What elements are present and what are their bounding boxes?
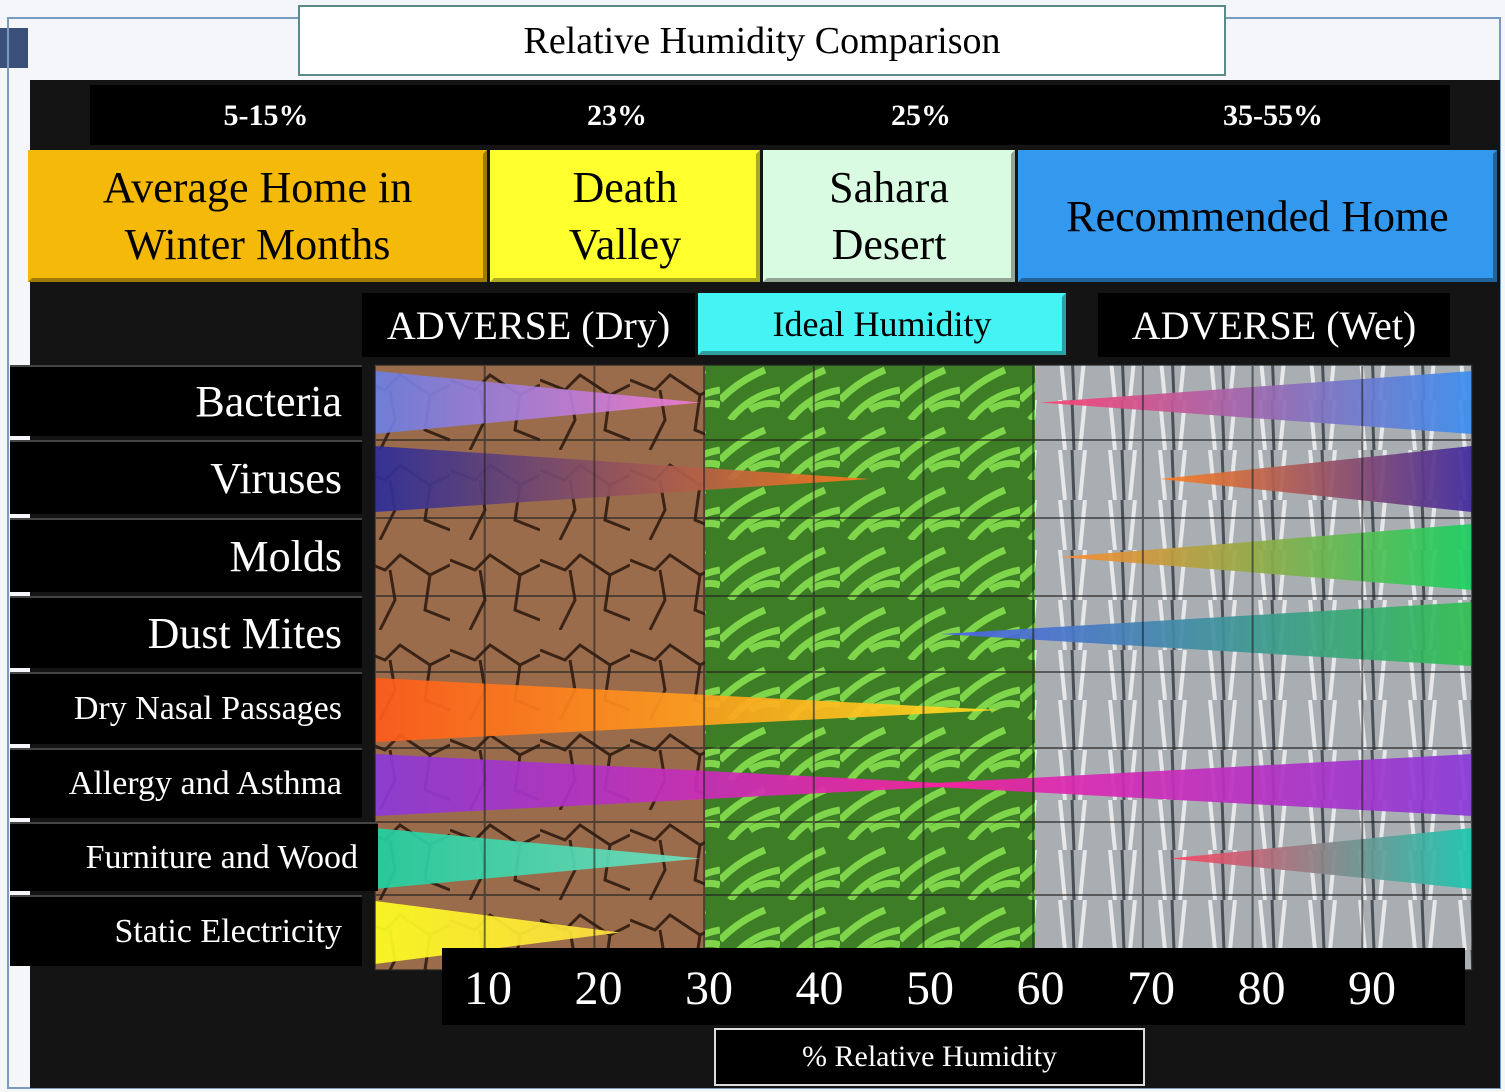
- wedge: [375, 371, 700, 434]
- wedge: [1170, 828, 1472, 889]
- humidity-label: 25%: [891, 99, 951, 132]
- humidity-label: 23%: [587, 99, 647, 132]
- zone-label: ADVERSE (Dry): [362, 293, 695, 357]
- wedge: [940, 602, 1472, 666]
- row-label: Molds: [10, 518, 362, 592]
- x-tick-label: 60: [1016, 961, 1065, 1015]
- accent: [0, 28, 28, 68]
- wedge: [375, 678, 1000, 742]
- environment-box: Sahara Desert: [763, 150, 1015, 282]
- zone-label: Ideal Humidity: [698, 293, 1066, 355]
- row-label: Dust Mites: [10, 596, 362, 668]
- wedge: [375, 901, 620, 964]
- wedge: [375, 828, 700, 889]
- wedge: [1060, 524, 1472, 590]
- wedge: [900, 754, 1472, 816]
- humidity-label: 5-15%: [223, 99, 309, 132]
- wedge: [1160, 446, 1472, 512]
- zone-label: ADVERSE (Wet): [1098, 293, 1450, 357]
- x-tick-label: 90: [1348, 961, 1396, 1015]
- x-axis-band: [442, 948, 1465, 1025]
- row-label: Allergy and Asthma: [10, 748, 362, 818]
- row-label: Viruses: [10, 440, 362, 514]
- x-tick-label: 10: [464, 961, 512, 1015]
- row-label: Dry Nasal Passages: [10, 672, 362, 744]
- environment-box: Death Valley: [490, 150, 760, 282]
- humidity-strip: [90, 85, 1450, 145]
- wedge: [375, 754, 980, 816]
- x-axis-label: % Relative Humidity: [714, 1028, 1145, 1086]
- green-photo: [705, 365, 1035, 970]
- title: Relative Humidity Comparison: [298, 5, 1226, 76]
- x-tick-label: 30: [685, 961, 733, 1015]
- x-tick-label: 20: [574, 961, 623, 1015]
- humidity-label: 35-55%: [1223, 99, 1323, 132]
- wedge: [1040, 371, 1472, 434]
- environment-box: Recommended Home: [1018, 150, 1497, 282]
- x-tick-label: 80: [1237, 961, 1286, 1015]
- environment-box: Average Home in Winter Months: [28, 150, 487, 282]
- row-label: Static Electricity: [10, 895, 362, 966]
- x-tick-label: 50: [906, 961, 954, 1015]
- x-tick-label: 40: [795, 961, 844, 1015]
- row-label: Bacteria: [10, 365, 362, 436]
- row-label: Furniture and Wood: [10, 822, 378, 891]
- wedge: [375, 446, 870, 512]
- x-tick-label: 70: [1127, 961, 1175, 1015]
